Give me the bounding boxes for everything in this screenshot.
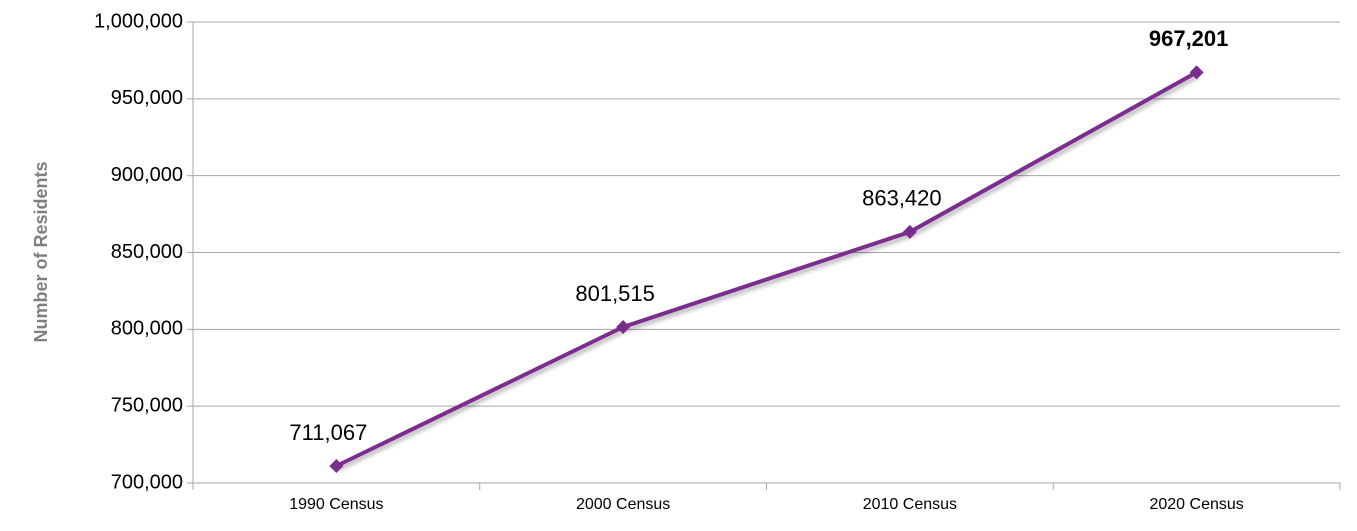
y-tick-label: 750,000 [111,394,183,416]
data-label: 801,515 [575,281,655,306]
x-tick-label: 1990 Census [289,496,383,513]
data-label: 711,067 [289,420,367,445]
x-tick-label: 2020 Census [1149,496,1243,513]
data-label: 967,201 [1149,26,1229,51]
y-tick-label: 800,000 [111,318,183,340]
y-axis-label: Number of Residents [31,161,51,342]
y-tick-label: 1,000,000 [94,10,183,32]
marker [329,458,344,473]
x-tick-label: 2000 Census [576,496,670,513]
y-tick-label: 700,000 [111,471,183,493]
marker [1189,65,1204,80]
y-tick-label: 950,000 [111,87,183,109]
marker [616,320,631,335]
line [335,70,1198,468]
y-tick-label: 900,000 [111,164,183,186]
data-label: 863,420 [862,186,942,211]
x-tick-label: 2010 Census [863,496,957,513]
y-tick-label: 850,000 [111,241,183,263]
marker [902,224,917,239]
